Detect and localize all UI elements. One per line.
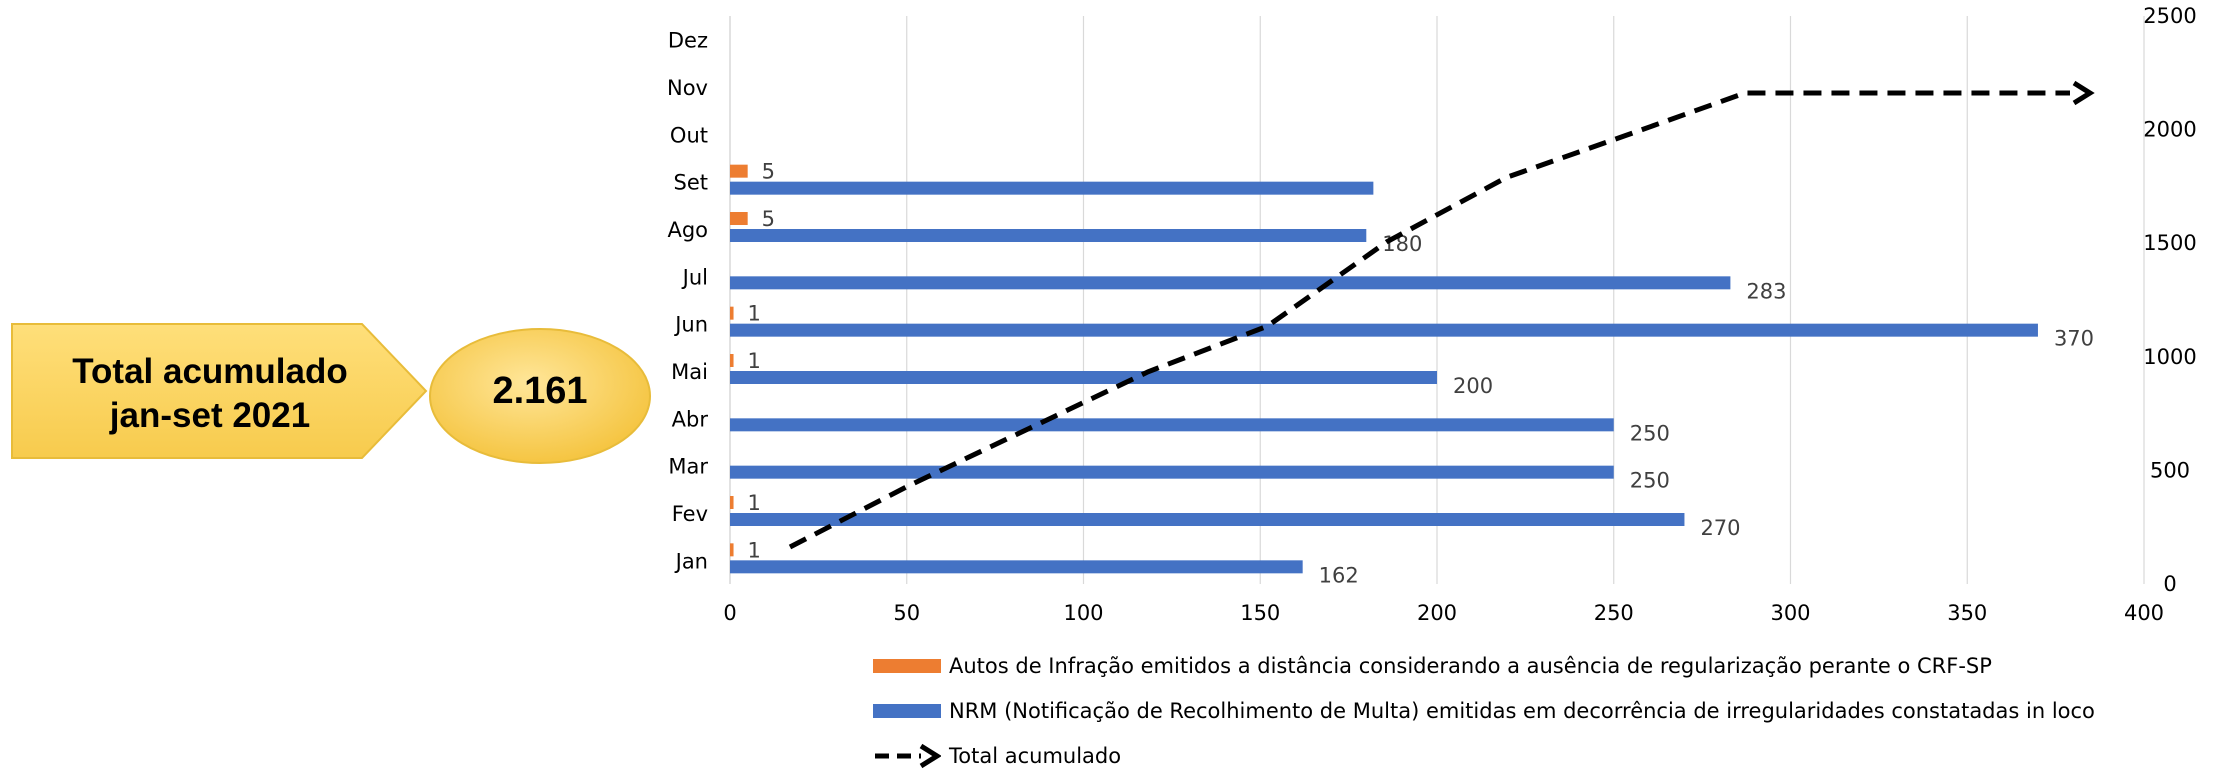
axes: 0 50 100 150 200 250 300 350 400 0 500 1000 1500 2000…: [667, 4, 2197, 625]
legend-label-nrm: NRM (Notificação de Recolhimento de Mult…: [949, 699, 2095, 723]
legend-label-total: Total acumulado: [949, 744, 1122, 768]
secondary-tick-label: 2000: [2143, 118, 2196, 142]
callout-label: Total acumulado jan-set 2021: [12, 350, 408, 438]
series-line-arrowhead: [2072, 80, 2095, 106]
category-label: Mai: [671, 360, 708, 384]
category-label: Out: [670, 123, 708, 147]
x-tick-label: 400: [2124, 601, 2164, 625]
callout-label-line2: jan-set 2021: [109, 396, 311, 435]
secondary-tick-label: 0: [2163, 572, 2176, 596]
bar-nrm: [730, 371, 1437, 384]
data-label-nrm: 250: [1630, 421, 1670, 445]
data-label-nrm: 370: [2054, 327, 2094, 351]
data-label-autos: 1: [748, 538, 761, 562]
bar-nrm: [730, 229, 1367, 242]
category-label: Jul: [681, 265, 708, 289]
data-label-nrm: 200: [1453, 374, 1493, 398]
category-label: Nov: [667, 76, 708, 100]
x-tick-label: 250: [1594, 601, 1634, 625]
bar-nrm: [730, 181, 1374, 195]
legend-swatch-total: [875, 743, 941, 769]
x-tick-label: 0: [723, 601, 736, 625]
series-line-total: [788, 90, 2070, 550]
grid-lines: [729, 16, 2145, 584]
total-bubble: [429, 328, 651, 464]
callout-label-line1: Total acumulado: [72, 352, 348, 391]
legend-label-autos: Autos de Infração emitidos a distância c…: [949, 654, 1992, 678]
x-tick-label: 150: [1240, 601, 1280, 625]
category-label: Ago: [667, 218, 708, 242]
data-label-autos: 1: [748, 302, 761, 326]
x-tick-label: 300: [1770, 601, 1810, 625]
secondary-tick-label: 500: [2150, 458, 2190, 482]
bar-nrm: [730, 418, 1614, 432]
x-tick-label: 200: [1417, 601, 1457, 625]
data-label-autos: 1: [748, 349, 761, 373]
category-label: Mar: [668, 455, 708, 479]
category-label: Fev: [672, 502, 708, 526]
data-label-autos: 5: [762, 160, 775, 184]
total-line: [788, 80, 2095, 550]
secondary-tick-label: 2500: [2143, 4, 2196, 28]
x-tick-label: 100: [1063, 601, 1103, 625]
bars: [730, 164, 2038, 574]
bar-nrm: [730, 276, 1731, 290]
bar-autos: [730, 164, 748, 178]
bar-autos: [730, 496, 734, 509]
total-value: 2.161: [492, 370, 588, 412]
x-tick-label: 350: [1947, 601, 1987, 625]
secondary-tick-label: 1500: [2143, 231, 2196, 255]
category-label: Jan: [674, 549, 708, 573]
bar-nrm: [730, 513, 1685, 526]
category-label: Set: [674, 171, 708, 195]
callout-arrow-shape: [11, 323, 428, 459]
secondary-tick-label: 1000: [2143, 345, 2196, 369]
bar-nrm: [730, 560, 1303, 574]
x-tick-label: 50: [893, 601, 920, 625]
category-label: Jun: [673, 313, 708, 337]
data-label-autos: 5: [762, 207, 775, 231]
category-label: Dez: [668, 29, 708, 53]
bar-autos: [730, 212, 748, 225]
data-label-nrm: 162: [1319, 563, 1359, 587]
data-label-nrm: 270: [1700, 516, 1740, 540]
bar-nrm: [730, 465, 1614, 479]
bar-autos: [730, 354, 734, 367]
data-label-nrm: 250: [1630, 469, 1670, 493]
category-label: Abr: [672, 407, 709, 431]
legend-swatch-nrm: [873, 704, 941, 718]
bar-autos: [730, 543, 734, 557]
bar-nrm: [730, 323, 2038, 337]
bar-autos: [730, 306, 734, 320]
legend-swatch-autos: [873, 659, 941, 673]
data-label-autos: 1: [748, 491, 761, 515]
data-label-nrm: 283: [1746, 279, 1786, 303]
